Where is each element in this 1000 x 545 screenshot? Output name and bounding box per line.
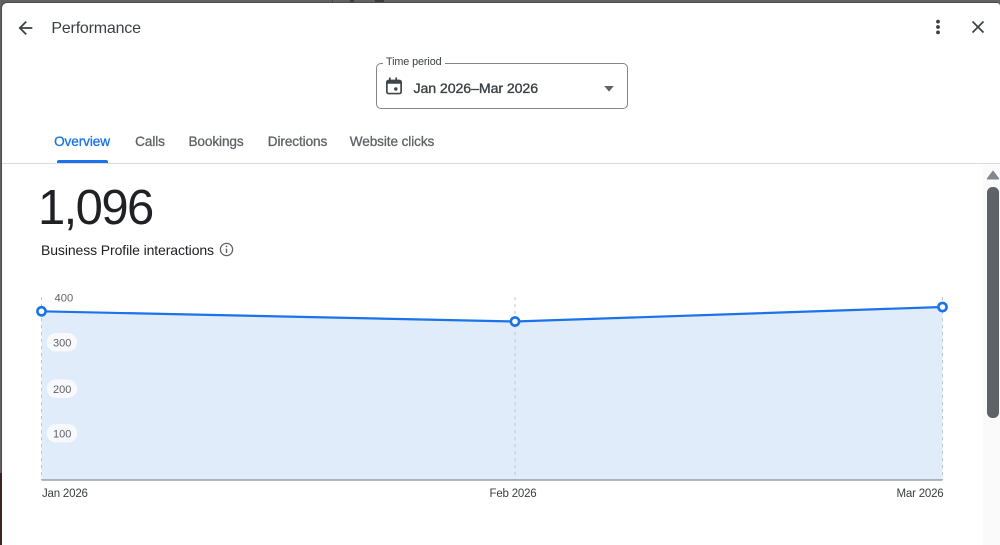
svg-text:300: 300 — [53, 337, 71, 349]
svg-text:400: 400 — [55, 293, 74, 305]
svg-text:200: 200 — [53, 384, 71, 396]
svg-text:100: 100 — [53, 428, 71, 440]
svg-text:Feb 2026: Feb 2026 — [490, 488, 537, 500]
svg-text:Mar 2026: Mar 2026 — [897, 488, 944, 500]
svg-text:Jan 2026: Jan 2026 — [42, 488, 88, 500]
